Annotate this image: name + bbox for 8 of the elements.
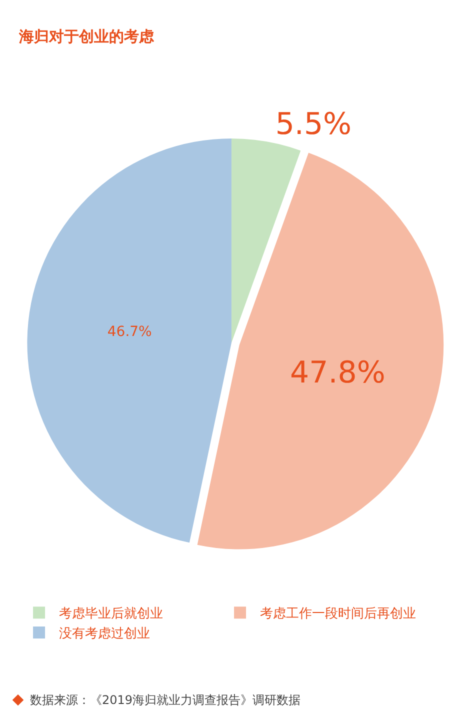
legend-label: 考虑工作一段时间后再创业 (260, 606, 416, 622)
legend-label: 没有考虑过创业 (59, 626, 150, 642)
data-label: 47.8% (290, 355, 386, 390)
chart-title: 海归对于创业的考虑 (18, 28, 155, 46)
data-label: 46.7% (107, 324, 152, 340)
legend-label: 考虑毕业后就创业 (59, 606, 164, 622)
data-label: 5.5% (275, 107, 352, 142)
source-note: 数据来源：《2019海归就业力调查报告》调研数据 (30, 693, 301, 707)
